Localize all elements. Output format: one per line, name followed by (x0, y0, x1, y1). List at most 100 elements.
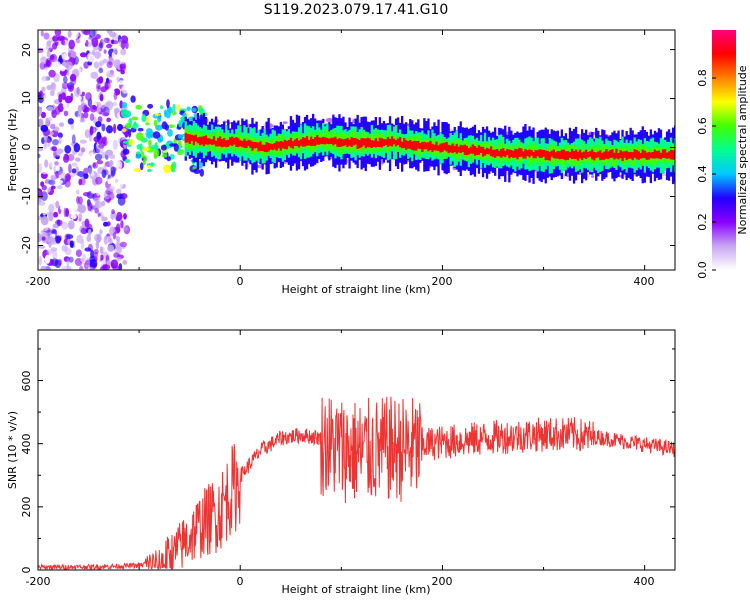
spectrogram-x-tick: 200 (432, 275, 453, 288)
spectrogram-cell (83, 111, 89, 119)
spectrogram-cell (411, 141, 414, 151)
spectrogram-cell (41, 86, 46, 92)
spectrogram-cell (585, 149, 588, 159)
spectrogram-cell (625, 150, 628, 161)
spectrogram-cell (99, 229, 103, 235)
spectrogram-cell (206, 138, 210, 145)
spectrogram-cell (112, 232, 117, 240)
spectrogram-cell (581, 152, 584, 161)
spectrogram-cell (87, 164, 93, 175)
snr-x-label: Height of straight line (km) (281, 583, 430, 596)
spectrogram-cell (193, 168, 201, 174)
spectrogram-cell (67, 118, 74, 125)
spectrogram-cell (120, 48, 127, 56)
spectrogram-cell (449, 145, 452, 153)
spectrogram-cell (81, 30, 89, 35)
spectrogram-cell (667, 151, 671, 159)
spectrogram-cell (556, 151, 559, 159)
spectrogram-cell (38, 147, 44, 152)
spectrogram-cell (88, 30, 96, 38)
spectrogram-cell (77, 152, 84, 157)
spectrogram-cell (40, 216, 49, 226)
spectrogram-cell (643, 150, 646, 159)
spectrogram-cell (186, 133, 189, 143)
spectrogram-cell (123, 213, 127, 220)
spectrogram-cell (106, 30, 113, 34)
spectrogram-cell (166, 156, 171, 162)
spectrogram-cell (80, 239, 85, 250)
spectrogram-cell (107, 178, 112, 185)
spectrogram-cell (633, 149, 636, 158)
spectrogram-cell (599, 150, 602, 161)
spectrogram-cell (171, 110, 177, 116)
spectrogram-cell (120, 172, 124, 180)
spectrogram-cell (146, 116, 150, 123)
spectrogram-cell (132, 123, 139, 129)
spectrogram-cell (277, 141, 280, 149)
spectrogram-cell (437, 145, 440, 151)
spectrogram-cell (392, 138, 396, 145)
spectrogram-cell (103, 37, 110, 43)
spectrogram-cell (500, 149, 503, 158)
snr-x-tick: 400 (634, 575, 655, 588)
spectrogram-cell (417, 140, 420, 149)
spectrogram-cell (84, 92, 91, 101)
spectrogram-cell (273, 142, 276, 150)
snr-series-line (38, 396, 675, 570)
spectrogram-cell (52, 35, 59, 42)
spectrogram-cell (111, 40, 119, 45)
spectrogram-cell (142, 159, 146, 166)
spectrogram-cell (227, 139, 230, 147)
spectrogram-cell (38, 201, 46, 206)
spectrogram-cell (249, 140, 252, 148)
spectrogram-cell (548, 152, 551, 161)
spectrogram-cell (299, 139, 303, 146)
spectrogram-cell (41, 167, 49, 175)
spectrogram-cell (101, 123, 106, 132)
spectrogram-cell (344, 138, 347, 146)
spectrogram-cell (119, 63, 126, 70)
spectrogram-cell (253, 141, 256, 149)
spectrogram-cell (46, 106, 54, 112)
colorbar-tick-label: 0.2 (696, 213, 709, 231)
spectrogram-cell (180, 110, 185, 114)
spectrogram-cell (81, 91, 85, 97)
spectrogram-cell (100, 104, 107, 113)
spectrogram-cell (52, 250, 58, 260)
spectrogram-cell (320, 137, 323, 144)
spectrogram-cell (396, 138, 400, 146)
spectrogram-cell (133, 168, 142, 172)
spectrogram-cell (119, 179, 126, 185)
spectrogram-cell (485, 147, 489, 155)
spectrogram-cell (120, 39, 126, 50)
spectrogram-cell (204, 135, 208, 145)
spectrogram-cell (167, 106, 173, 114)
spectrogram-cell (135, 155, 142, 159)
spectrogram-cell (63, 154, 70, 163)
spectrogram-cell (53, 126, 60, 132)
spectrogram-cell (609, 149, 612, 158)
spectrogram-cell (83, 61, 89, 69)
spectrogram-cell (122, 148, 130, 155)
spectrogram-cell (425, 142, 428, 150)
spectrogram-cell (139, 162, 144, 171)
spectrogram-cell (140, 151, 145, 159)
spectrogram-cell (38, 47, 44, 54)
spectrogram-cell (479, 146, 483, 153)
spectrogram-cell (112, 217, 116, 225)
spectrogram-cell (95, 176, 103, 185)
spectrogram-cell (121, 84, 129, 94)
spectrogram-cell (106, 43, 112, 49)
spectrogram-cell (627, 152, 630, 159)
spectrogram-cell (219, 136, 222, 147)
spectrogram-cell (161, 154, 168, 158)
spectrogram-cell (271, 143, 274, 151)
spectrogram-cell (124, 130, 129, 138)
spectrogram-cell (43, 140, 47, 150)
spectrogram-cell (192, 135, 195, 146)
spectrogram-cell (514, 148, 517, 158)
spectrogram-cell (421, 141, 424, 152)
spectrogram-cell (445, 141, 448, 152)
spectrogram-cell (94, 153, 103, 161)
